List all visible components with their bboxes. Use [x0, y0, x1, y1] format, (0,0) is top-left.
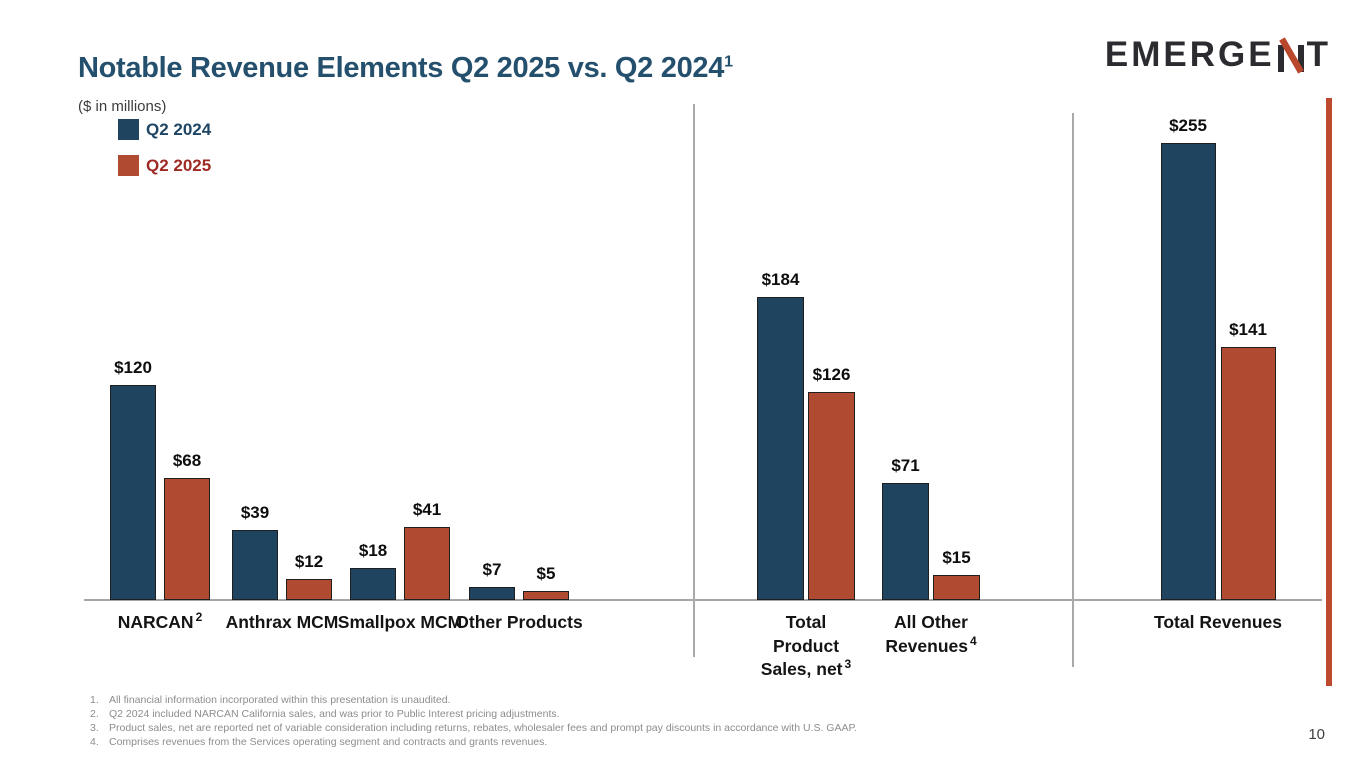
bar-q2-2025-other-products	[523, 591, 569, 600]
value-label-q2-2024-anthrax-mcm: $39	[240, 503, 270, 522]
footnote-number: 3.	[90, 722, 99, 734]
bar-q2-2024-total-product-sales-net	[757, 297, 804, 600]
page-number: 10	[1308, 726, 1325, 743]
value-label-q2-2024-narcan: $120	[114, 358, 152, 377]
legend-swatch-q2-2025	[118, 155, 139, 176]
emergent-logo: EMERGE T	[1104, 35, 1331, 74]
legend-label-q2-2025: Q2 2025	[146, 156, 212, 175]
value-label-q2-2025-other-products: $5	[536, 564, 556, 583]
x-axis-baseline	[84, 599, 1322, 601]
value-label-q2-2024-total-product-sales-net: $184	[761, 270, 800, 289]
category-label-narcan: NARCAN 2	[117, 610, 203, 632]
value-label-q2-2025-narcan: $68	[172, 451, 202, 470]
bar-q2-2024-other-products	[469, 587, 515, 600]
legend-item-q2-2025: Q2 2025	[118, 155, 211, 176]
page-title: Notable Revenue Elements Q2 2025 vs. Q2 …	[78, 52, 733, 85]
footnote-text: Comprises revenues from the Services ope…	[109, 736, 548, 748]
logo-n-icon	[1277, 37, 1304, 74]
bar-q2-2025-all-other-revenues	[933, 575, 980, 600]
bar-q2-2025-anthrax-mcm	[286, 579, 332, 600]
bar-q2-2024-all-other-revenues	[882, 483, 929, 600]
footnote-1: 1. All financial information incorporated…	[90, 693, 857, 707]
footnote-3: 3. Product sales, net are reported net of…	[90, 721, 857, 735]
value-label-q2-2025-all-other-revenues: $15	[942, 548, 971, 567]
bar-q2-2024-anthrax-mcm	[232, 530, 278, 600]
bar-q2-2024-smallpox-mcm	[350, 568, 396, 600]
footnote-text: Q2 2024 included NARCAN California sales…	[109, 708, 560, 720]
bar-q2-2025-smallpox-mcm	[404, 527, 450, 600]
footnote-number: 2.	[90, 708, 99, 720]
bar-q2-2024-total-revenues	[1160, 143, 1216, 600]
category-label-smallpox-mcm: Smallpox MCM	[337, 612, 463, 632]
category-label-total-product-sales-net: Total Product Sales, net 3	[760, 612, 852, 679]
value-label-q2-2025-total-product-sales-net: $126	[812, 365, 851, 384]
value-label-q2-2024-other-products: $7	[482, 560, 502, 579]
value-label-q2-2024-smallpox-mcm: $18	[358, 541, 388, 560]
value-label-q2-2025-anthrax-mcm: $12	[294, 552, 324, 571]
bar-q2-2025-narcan	[164, 478, 210, 600]
units-note: ($ in millions)	[78, 98, 167, 115]
legend-item-q2-2024: Q2 2024	[118, 119, 211, 140]
category-label-anthrax-mcm: Anthrax MCM	[225, 612, 339, 632]
page-title-text: Notable Revenue Elements Q2 2025 vs. Q2 …	[78, 52, 725, 84]
footnotes: 1. All financial information incorporated…	[90, 693, 857, 749]
footnote-4: 4. Comprises revenues from the Services o…	[90, 735, 857, 749]
value-label-q2-2024-all-other-revenues: $71	[891, 456, 920, 475]
section-divider-2	[1072, 113, 1074, 667]
logo-text-suffix: T	[1306, 35, 1331, 74]
value-label-q2-2025-total-revenues: $141	[1229, 320, 1267, 339]
footnote-number: 1.	[90, 694, 99, 706]
legend-label-q2-2024: Q2 2024	[146, 120, 212, 139]
bar-q2-2024-narcan	[110, 385, 156, 600]
logo-text-prefix: EMERGE	[1104, 35, 1275, 74]
bar-q2-2025-total-product-sales-net	[808, 392, 855, 600]
value-label-q2-2024-total-revenues: $255	[1169, 116, 1207, 135]
footnote-number: 4.	[90, 736, 99, 748]
right-accent-bar	[1326, 98, 1332, 686]
footnote-2: 2. Q2 2024 included NARCAN California sal…	[90, 707, 857, 721]
page-title-superscript: 1	[724, 53, 733, 71]
legend-swatch-q2-2024	[118, 119, 139, 140]
value-label-q2-2025-smallpox-mcm: $41	[412, 500, 442, 519]
footnote-text: All financial information incorporated w…	[109, 694, 451, 706]
chart-legend: Q2 2024 Q2 2025	[118, 119, 211, 191]
footnote-text: Product sales, net are reported net of v…	[109, 722, 858, 734]
category-label-other-products: Other Products	[455, 612, 583, 632]
bar-q2-2025-total-revenues	[1220, 347, 1276, 600]
section-divider-1	[693, 104, 695, 657]
category-label-total-revenues: Total Revenues	[1153, 612, 1283, 632]
category-label-all-other-revenues: All Other Revenues 4	[885, 612, 977, 656]
